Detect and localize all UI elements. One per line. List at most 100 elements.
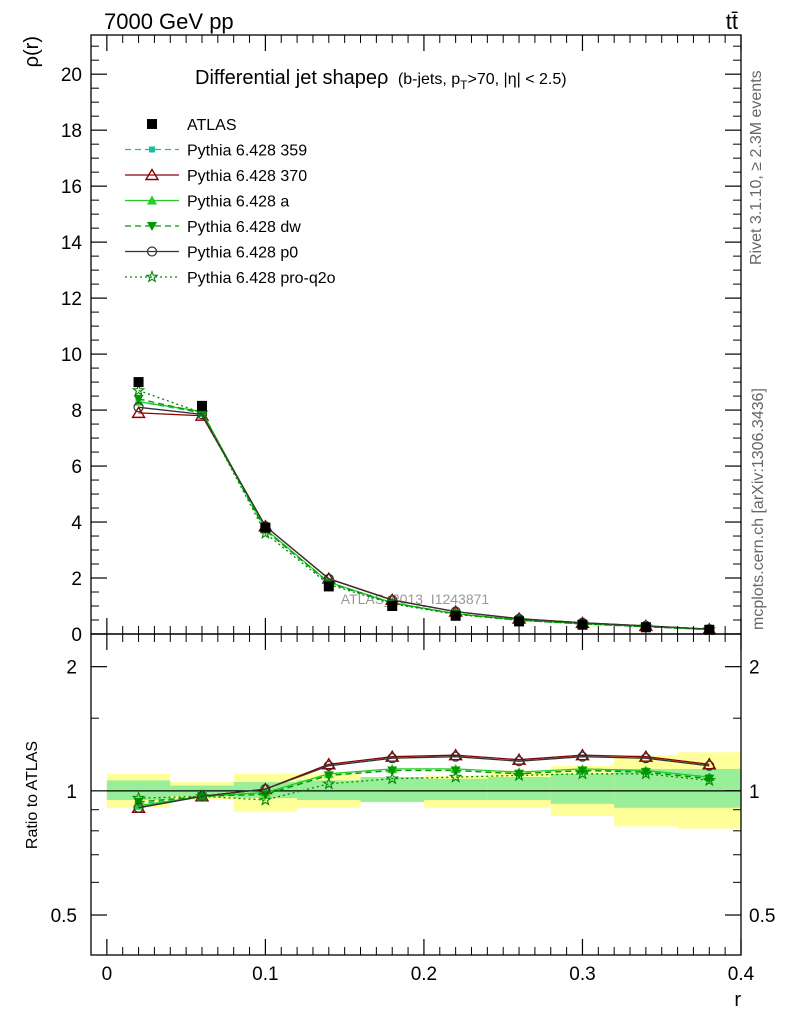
data-point bbox=[133, 402, 144, 413]
data-point bbox=[133, 394, 144, 404]
legend-marker bbox=[147, 222, 157, 231]
ratio-point bbox=[577, 751, 588, 762]
data-point bbox=[131, 406, 146, 419]
legend-marker bbox=[145, 269, 159, 283]
y-tick-label: 12 bbox=[61, 289, 82, 310]
ratio-point bbox=[258, 792, 273, 806]
ratio-point bbox=[514, 769, 525, 779]
ratio-plot-frame bbox=[90, 633, 742, 956]
ratio-point bbox=[640, 768, 651, 778]
data-point bbox=[195, 405, 209, 419]
x-tick-label: 0.2 bbox=[411, 964, 437, 985]
legend-entry: Pythia 6.428 370 bbox=[125, 168, 307, 185]
ratio-point bbox=[385, 771, 400, 785]
legend-label: Pythia 6.428 p0 bbox=[187, 245, 298, 262]
main-axes: 0 2 4 6 8 10 12 14 16 18 20 bbox=[61, 34, 742, 646]
series-line bbox=[138, 389, 710, 631]
chart-title-sub-prefix: (b-jets, p bbox=[398, 71, 460, 88]
data-point bbox=[514, 616, 525, 627]
y-tick-label: 14 bbox=[61, 233, 83, 254]
legend-entry: Pythia 6.428 p0 bbox=[125, 245, 298, 262]
legend-label: Pythia 6.428 a bbox=[187, 194, 289, 211]
ratio-point bbox=[702, 757, 717, 770]
x-tick-label: 0.3 bbox=[569, 964, 595, 985]
legend-label: Pythia 6.428 dw bbox=[187, 219, 301, 236]
data-point bbox=[450, 610, 461, 621]
ratio-y-tick-label-right: 0.5 bbox=[749, 906, 775, 927]
ratio-line bbox=[138, 773, 710, 801]
chart-title-sub-index: T bbox=[460, 78, 468, 92]
x-tick-label: 0 bbox=[102, 964, 113, 985]
ratio-point bbox=[512, 768, 526, 782]
ratio-point bbox=[195, 789, 209, 802]
ratio-point bbox=[704, 760, 715, 771]
ratio-line bbox=[138, 769, 710, 803]
ratio-point bbox=[323, 771, 334, 781]
legend: ATLAS Pythia 6.428 359 Pythia 6.428 370 Pyt… bbox=[125, 117, 336, 287]
legend-label: Pythia 6.428 359 bbox=[187, 143, 307, 160]
ratio-line bbox=[138, 768, 710, 807]
y-tick-label: 4 bbox=[71, 513, 82, 534]
y-tick-label: 8 bbox=[71, 401, 82, 422]
stat-uncertainty-band bbox=[423, 778, 488, 801]
y-tick-label: 2 bbox=[71, 569, 82, 590]
ratio-point bbox=[448, 748, 463, 761]
chart-title: Differential jet shapeρ (b-jets, pT>70, … bbox=[195, 67, 567, 92]
data-point bbox=[196, 400, 207, 411]
main-y-axis-label: ρ(r) bbox=[21, 36, 43, 67]
series-line bbox=[138, 398, 710, 631]
legend-label: Pythia 6.428 pro-q2o bbox=[187, 270, 336, 287]
ratio-point bbox=[387, 766, 398, 776]
chart-title-sub-suffix: >70, |η| < 2.5) bbox=[468, 71, 567, 88]
ratio-y-tick-label-right: 1 bbox=[749, 782, 760, 803]
data-point bbox=[323, 581, 334, 592]
x-axis-label: r bbox=[734, 989, 741, 1011]
data-point bbox=[133, 377, 144, 388]
legend-label: ATLAS bbox=[187, 117, 237, 134]
ratio-series-pythia-6-428-pro-q2o bbox=[131, 766, 717, 806]
x-tick-label: 0.4 bbox=[728, 964, 755, 985]
ratio-point bbox=[323, 760, 334, 771]
ratio-point bbox=[640, 753, 651, 764]
legend-marker bbox=[149, 146, 155, 153]
stat-uncertainty-band bbox=[487, 777, 551, 801]
ratio-point bbox=[575, 748, 590, 761]
ratio-bands bbox=[106, 752, 741, 829]
y-tick-label: 0 bbox=[71, 625, 82, 646]
legend-label: Pythia 6.428 370 bbox=[187, 168, 307, 185]
ratio-point bbox=[639, 766, 653, 780]
ratio-point bbox=[387, 753, 398, 764]
ratio-point bbox=[702, 773, 717, 787]
mcplots-label: mcplots.cern.ch [arXiv:1306.3436] bbox=[750, 388, 767, 630]
ratio-point bbox=[575, 766, 590, 780]
y-tick-label: 20 bbox=[61, 65, 82, 86]
rivet-label: Rivet 3.1.10, ≥ 2.3M events bbox=[748, 70, 765, 265]
ratio-y-axis-label: Ratio to ATLAS bbox=[24, 741, 41, 849]
legend-entry: ATLAS bbox=[147, 117, 237, 134]
legend-marker bbox=[146, 246, 158, 257]
ratio-point bbox=[638, 749, 654, 762]
ratio-y-tick-label: 0.5 bbox=[51, 906, 77, 927]
stat-uncertainty-band bbox=[297, 780, 361, 801]
ratio-point bbox=[322, 776, 336, 790]
ratio-point bbox=[448, 770, 463, 783]
ratio-point bbox=[450, 751, 461, 762]
y-tick-label: 16 bbox=[61, 177, 82, 198]
legend-entry: Pythia 6.428 359 bbox=[125, 143, 307, 160]
ratio-y-tick-label-right: 2 bbox=[749, 658, 760, 679]
data-point bbox=[260, 522, 271, 533]
series-line bbox=[138, 406, 710, 630]
ratio-point bbox=[131, 791, 146, 804]
ratio-line bbox=[138, 756, 710, 809]
ratio-point bbox=[384, 749, 400, 762]
legend-marker bbox=[144, 168, 160, 181]
y-tick-label: 6 bbox=[71, 457, 82, 478]
ratio-point bbox=[704, 774, 715, 784]
y-tick-label: 10 bbox=[61, 345, 82, 366]
legend-entry: Pythia 6.428 dw bbox=[125, 219, 301, 236]
legend-entry: Pythia 6.428 pro-q2o bbox=[125, 269, 336, 287]
ratio-point bbox=[511, 752, 527, 765]
x-tick-label: 0.1 bbox=[252, 964, 278, 985]
data-point bbox=[387, 601, 398, 612]
